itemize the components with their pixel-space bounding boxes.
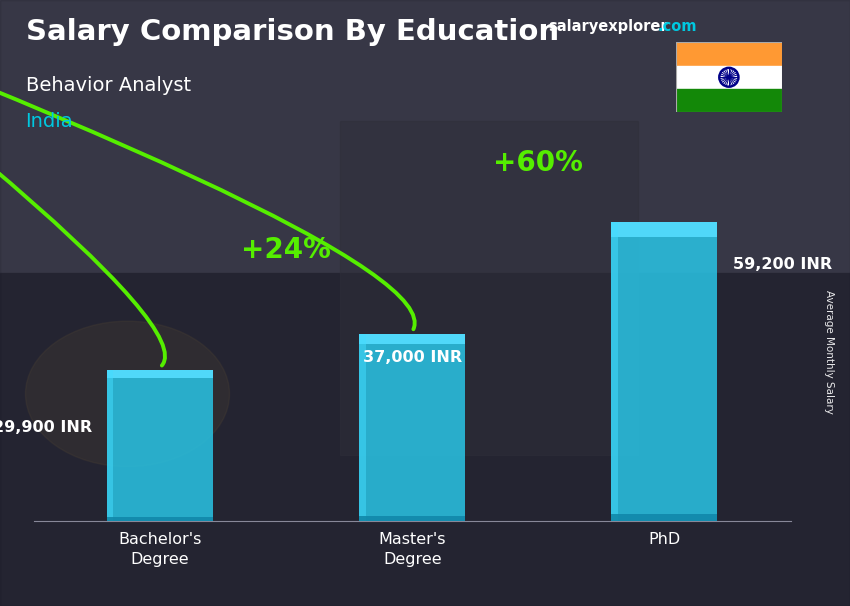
Text: 37,000 INR: 37,000 INR [363,350,462,365]
Bar [360,335,366,521]
Bar [611,222,717,237]
Text: India: India [26,112,73,131]
Bar [340,121,638,454]
Bar [107,370,213,521]
Bar [0,0,850,273]
Text: .com: .com [657,19,696,35]
Bar [676,42,782,65]
Text: +24%: +24% [241,236,332,264]
Text: Behavior Analyst: Behavior Analyst [26,76,190,95]
Text: salaryexplorer: salaryexplorer [548,19,668,35]
Bar [360,335,465,344]
Bar [107,370,114,521]
Text: 29,900 INR: 29,900 INR [0,420,92,435]
Bar [107,370,213,378]
Bar [107,518,213,521]
Text: Salary Comparison By Education: Salary Comparison By Education [26,18,558,46]
Text: 59,200 INR: 59,200 INR [733,256,831,271]
Bar [676,89,782,112]
Bar [611,222,717,521]
Bar [676,65,782,89]
Circle shape [26,321,230,467]
Bar [360,516,465,521]
Text: +60%: +60% [493,148,583,177]
Bar [0,273,850,606]
Bar [611,222,618,521]
Bar [611,514,717,521]
Text: Average Monthly Salary: Average Monthly Salary [824,290,834,413]
Bar [360,335,465,521]
Circle shape [728,76,730,79]
